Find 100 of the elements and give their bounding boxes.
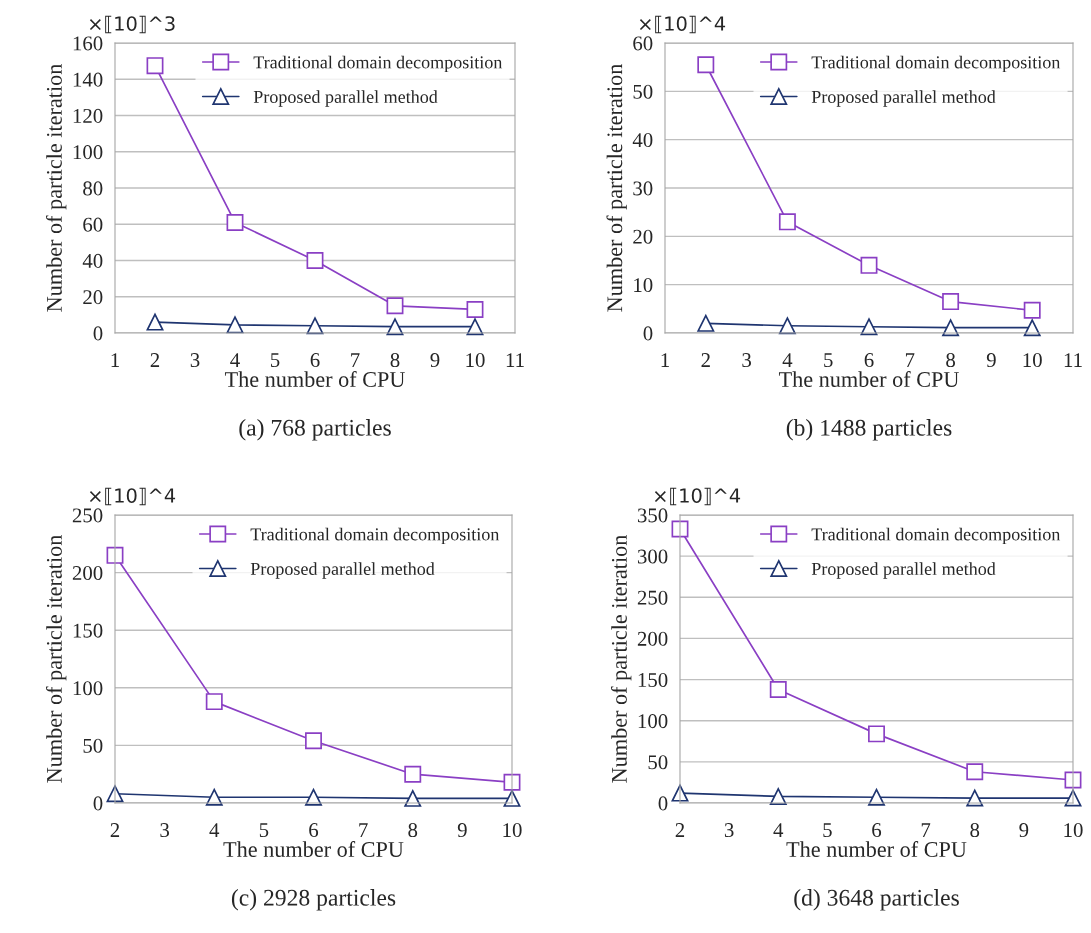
x-tick-label: 3	[190, 353, 200, 368]
y-tick-label: 200	[72, 565, 103, 581]
y-tick-label: 0	[93, 796, 103, 811]
x-tick-label: 11	[1064, 353, 1082, 367]
legend-label: Proposed parallel method	[811, 90, 996, 107]
x-tick-label: 3	[742, 353, 751, 368]
y-tick-label: 150	[73, 623, 103, 638]
x-tick-label: 4	[782, 353, 793, 367]
point	[404, 789, 422, 807]
text: (a) 768 particles	[239, 419, 391, 441]
y-tick-label: 150	[638, 672, 668, 687]
point	[226, 316, 244, 334]
x-tick-label: 2	[150, 353, 160, 367]
point	[942, 293, 960, 311]
text: (d) 3648 particles	[794, 889, 959, 911]
point	[205, 693, 223, 711]
y-tick-label: 60	[83, 217, 103, 232]
x-tick-label: 5	[259, 823, 269, 838]
text: ×⟦10⟧^4	[654, 487, 741, 506]
y-tick-label: 80	[83, 181, 103, 196]
x-tick-label: 1	[111, 353, 119, 367]
x-tick-label: 5	[823, 823, 832, 838]
point	[778, 213, 796, 231]
x-tick-label: 8	[970, 823, 980, 838]
y-tick-label: 20	[83, 290, 103, 305]
text: (b) 1488 particles	[786, 419, 952, 441]
x-tick-label: 6	[310, 353, 320, 368]
x-tick-label: 6	[864, 353, 874, 368]
x-tick-label: 6	[309, 823, 319, 838]
point	[226, 213, 244, 231]
x-axis-title: The number of CPU	[786, 841, 967, 857]
point	[466, 300, 484, 318]
point	[305, 732, 322, 750]
x-tick-label: 7	[351, 353, 360, 367]
y-tick-label: 350	[637, 508, 668, 523]
y-tick-label: 30	[633, 181, 653, 196]
x-tick-label: 3	[724, 823, 734, 838]
x-tick-label: 4	[230, 353, 240, 367]
x-tick-label: 10	[466, 353, 485, 368]
legend-label: Proposed parallel method	[253, 90, 438, 107]
x-axis-title: The number of CPU	[224, 371, 405, 387]
y-tick-label: 200	[637, 631, 668, 646]
x-tick-label: 3	[160, 823, 170, 838]
text: (c) 2928 particles	[231, 889, 396, 911]
y-tick-label: 100	[73, 681, 103, 696]
y-tick-label: 0	[643, 326, 653, 341]
x-tick-label: 7	[921, 823, 931, 837]
x-tick-label: 6	[872, 823, 882, 838]
x-tick-label: 9	[1019, 823, 1029, 838]
y-tick-label: 50	[83, 738, 103, 753]
y-axis-title: Number of particle iteration	[606, 64, 627, 312]
y-tick-label: 40	[82, 253, 103, 268]
y-tick-label: 0	[658, 796, 668, 811]
x-tick-label: 9	[457, 823, 467, 838]
x-tick-label: 10	[1064, 823, 1083, 838]
x-tick-label: 10	[1023, 353, 1042, 368]
point	[306, 252, 324, 269]
point	[966, 763, 984, 781]
x-tick-label: 8	[390, 353, 400, 368]
point	[697, 314, 715, 332]
x-tick-label: 7	[905, 353, 915, 367]
x-tick-label: 4	[773, 823, 784, 837]
point	[966, 789, 984, 807]
y-tick-label: 300	[637, 549, 668, 564]
x-tick-label: 4	[209, 823, 220, 837]
y-tick-label: 0	[93, 326, 103, 341]
x-tick-label: 8	[408, 823, 418, 838]
y-tick-label: 140	[73, 72, 103, 87]
y-tick-label: 40	[632, 133, 653, 148]
x-tick-label: 9	[986, 353, 996, 368]
point	[146, 313, 164, 331]
y-tick-label: 20	[633, 229, 653, 244]
x-tick-label: 11	[506, 353, 524, 367]
x-tick-label: 2	[675, 823, 685, 837]
x-axis-title: The number of CPU	[223, 841, 404, 857]
legend-label: Traditional domain decomposition	[811, 527, 1061, 545]
x-tick-label: 8	[946, 353, 956, 368]
y-tick-label: 120	[73, 108, 103, 123]
x-tick-label: 10	[503, 823, 522, 838]
legend-label: Proposed parallel method	[250, 562, 435, 579]
y-tick-label: 60	[633, 36, 653, 51]
x-tick-label: 5	[271, 353, 280, 368]
y-tick-label: 50	[648, 755, 668, 770]
y-tick-label: 250	[637, 590, 668, 605]
point	[146, 57, 164, 75]
x-tick-label: 9	[430, 353, 440, 368]
x-axis-title: The number of CPU	[778, 371, 959, 387]
point	[860, 256, 878, 274]
legend-label: Traditional domain decomposition	[250, 527, 500, 545]
legend-label: Proposed parallel method	[811, 562, 996, 579]
point	[697, 56, 715, 74]
y-axis-title: Number of particle iteration	[611, 535, 632, 783]
point	[404, 765, 422, 783]
x-tick-label: 7	[359, 823, 368, 837]
y-axis-title: Number of particle iteration	[46, 535, 67, 783]
y-tick-label: 160	[73, 36, 103, 51]
y-tick-label: 50	[633, 84, 653, 99]
point	[1023, 301, 1041, 319]
text: ×⟦10⟧^4	[639, 15, 726, 34]
x-tick-label: 1	[661, 353, 669, 367]
